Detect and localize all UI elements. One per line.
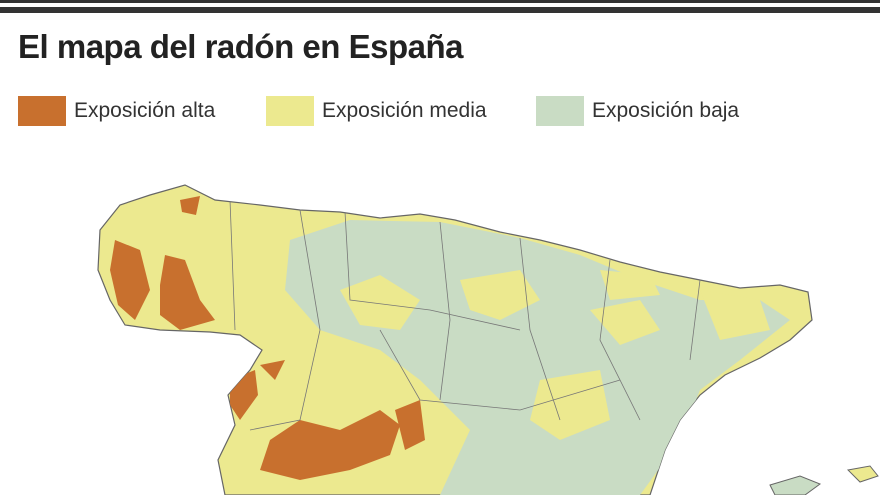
borders — [229, 199, 701, 431]
zone-low — [285, 220, 790, 495]
map — [97, 184, 879, 495]
legend-label: Exposición media — [322, 99, 487, 122]
swatch — [536, 96, 584, 126]
legend-label: Exposición baja — [592, 99, 740, 122]
legend: Exposición alta Exposición media Exposic… — [0, 96, 880, 128]
swatch — [266, 96, 314, 126]
legend-item: Exposición alta — [18, 96, 215, 126]
legend-item: Exposición baja — [536, 96, 739, 126]
island — [846, 465, 879, 483]
swatch — [18, 96, 66, 126]
zones — [110, 196, 790, 495]
top-rule — [0, 0, 880, 13]
legend-item: Exposición media — [266, 96, 487, 126]
title: El mapa del radón en España — [18, 28, 463, 65]
legend-label: Exposición alta — [74, 99, 216, 122]
island — [769, 475, 822, 495]
